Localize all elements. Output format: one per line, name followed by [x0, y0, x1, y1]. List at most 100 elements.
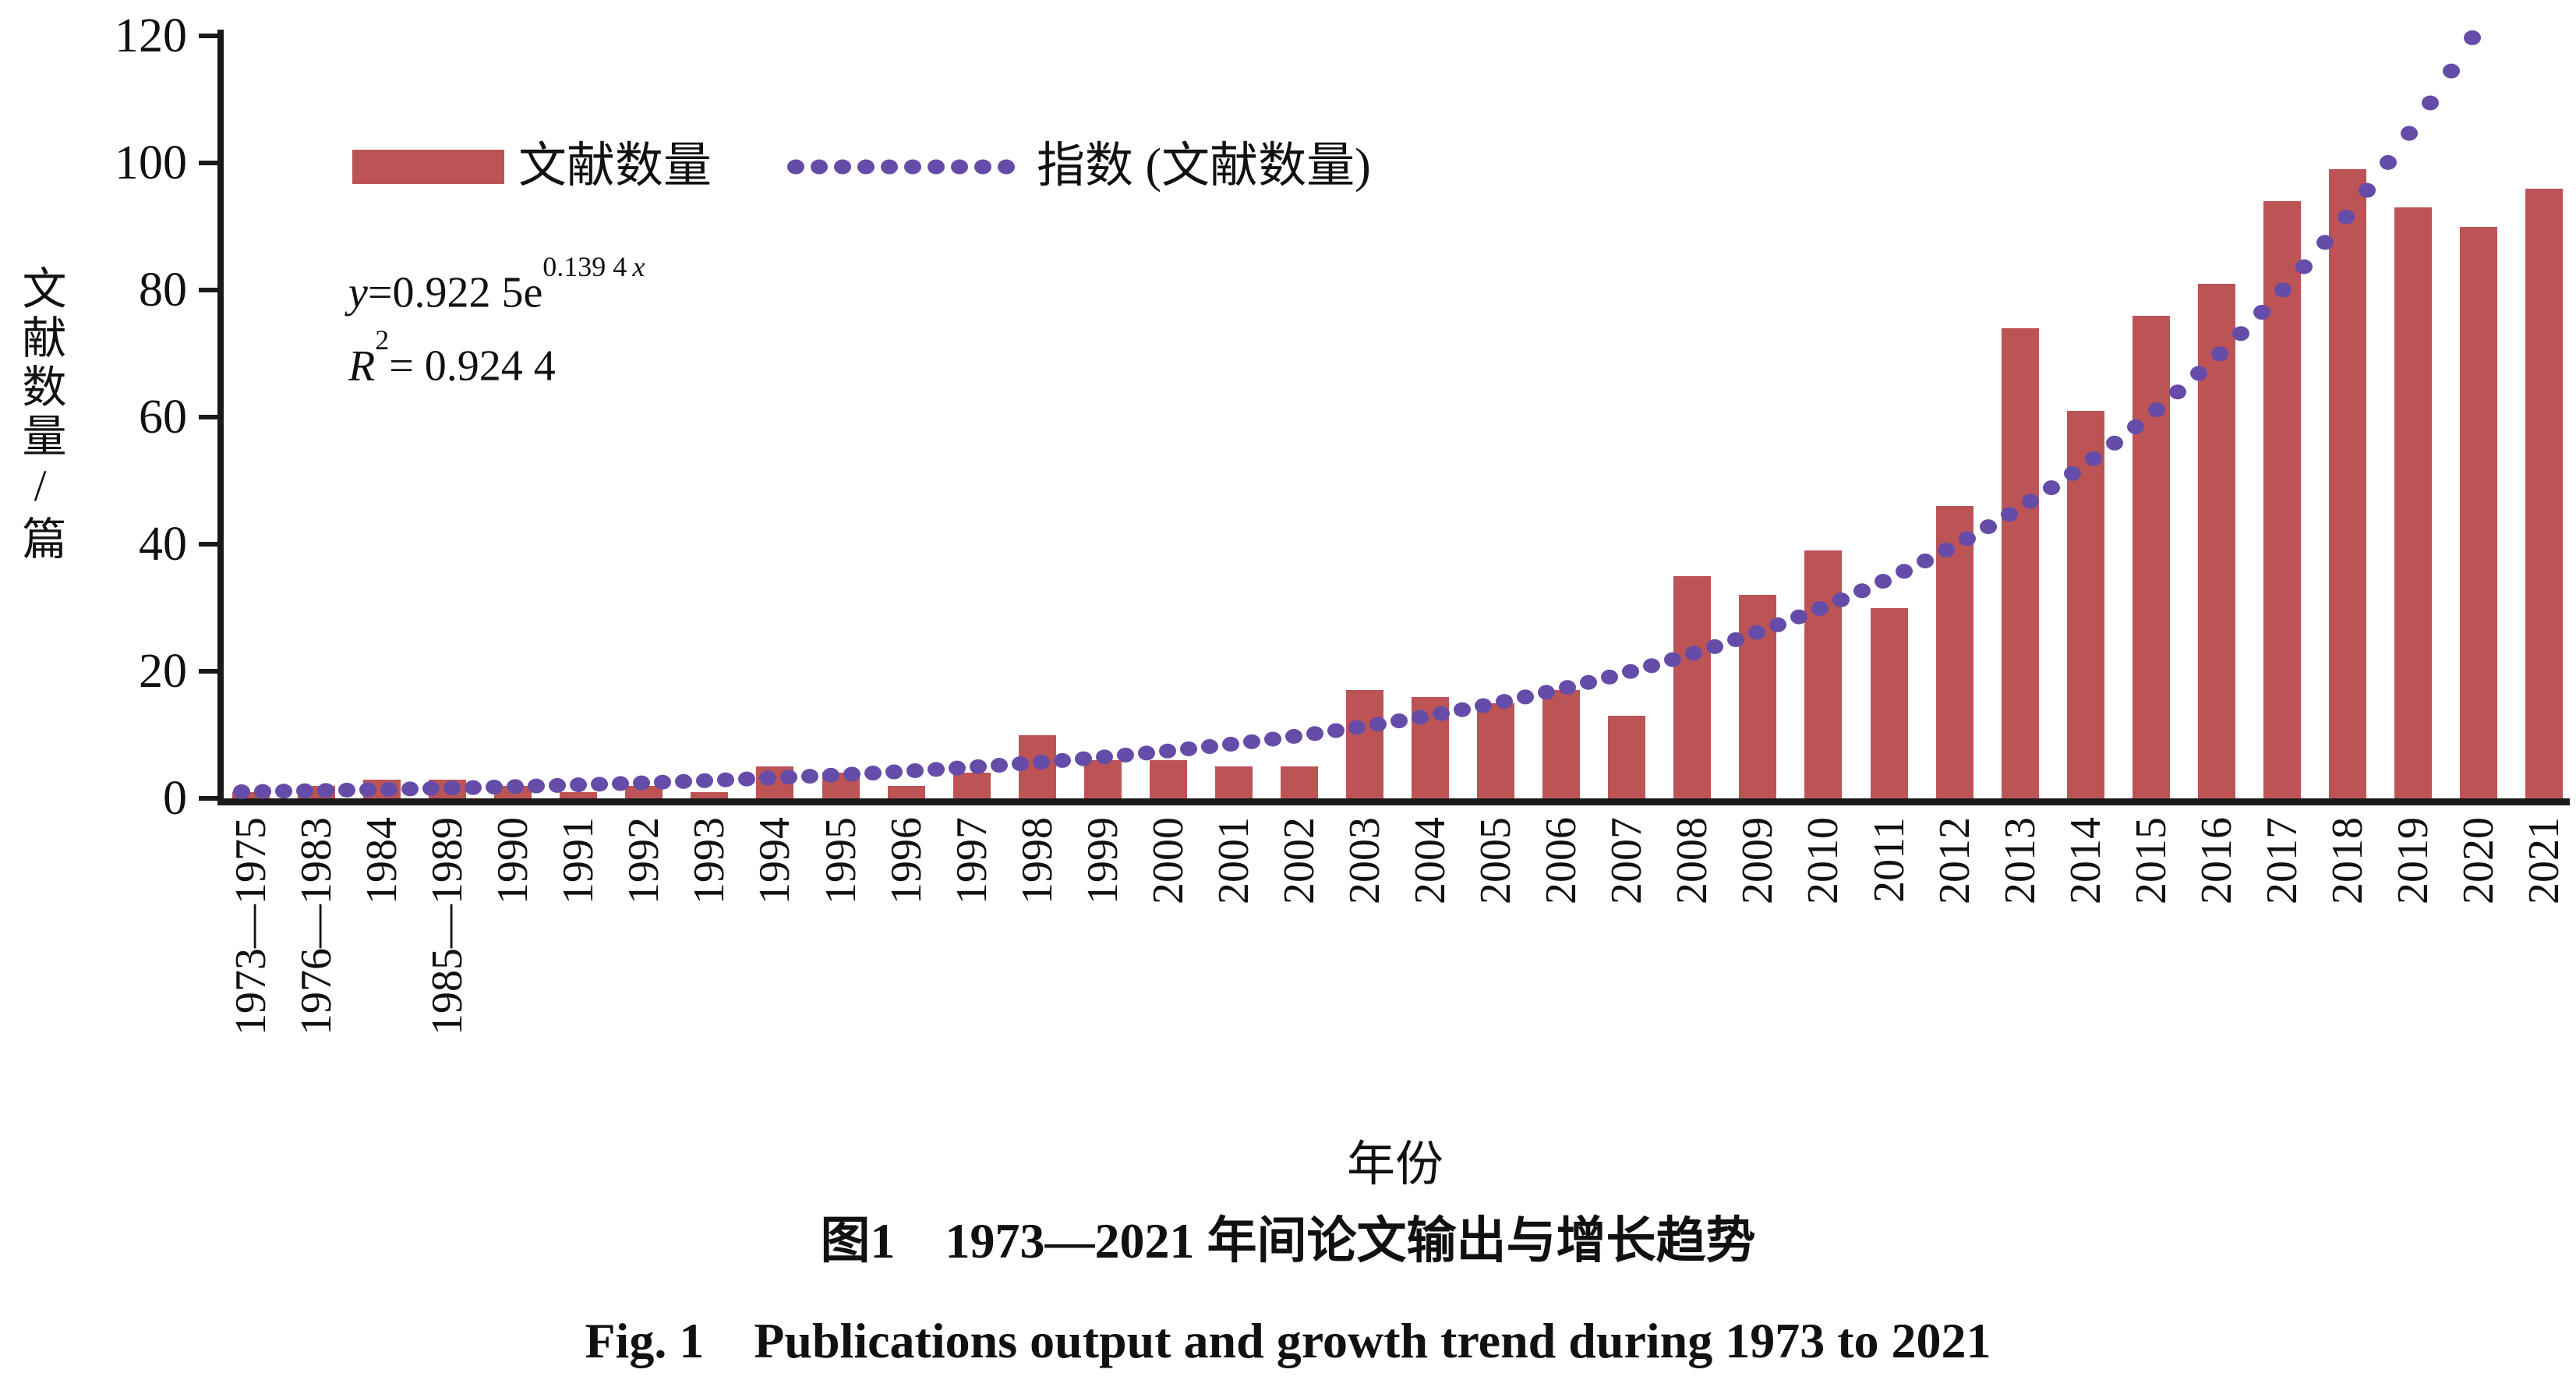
x-tick-label: 2020: [2454, 817, 2504, 904]
y-axis-line: [217, 30, 224, 805]
x-tick-label: 2001: [1209, 817, 1258, 904]
y-tick: [199, 796, 217, 801]
bar-2006: [1542, 690, 1581, 798]
bar-1984: [363, 779, 401, 798]
bar-2003: [1346, 690, 1384, 798]
x-axis-title: 年份: [1346, 1138, 1443, 1191]
x-tick-label: 2006: [1537, 817, 1586, 904]
trend-dot: [1517, 689, 1534, 705]
legend-trend-dot: [951, 159, 968, 175]
x-tick-label: 1999: [1078, 817, 1127, 904]
x-tick-label: 2007: [1602, 817, 1652, 904]
trend-dot: [2380, 154, 2397, 170]
x-tick-label: 2015: [2126, 817, 2175, 904]
legend-trend-dot: [928, 159, 945, 175]
bar-2011: [1870, 607, 1908, 798]
bar-1999: [1083, 760, 1122, 798]
x-tick-label: 2003: [1341, 817, 1390, 904]
x-tick-label: 1985—1989: [423, 817, 472, 1035]
x-tick-label: 1996: [882, 817, 931, 904]
x-tick-label: 2018: [2323, 817, 2372, 904]
trend-dot: [1390, 713, 1408, 729]
x-tick-label: 2021: [2520, 817, 2569, 904]
bar-2005: [1477, 702, 1515, 798]
bar-1997: [952, 773, 991, 798]
y-tick-label: 20: [139, 645, 187, 698]
bar-1994: [756, 766, 794, 798]
y-tick-label: 60: [139, 391, 187, 444]
equation-lhs: y: [348, 268, 368, 317]
x-tick-label: 1991: [554, 817, 603, 904]
bar-2010: [1804, 550, 1843, 798]
trend-dot: [2464, 30, 2481, 45]
x-tick-label: 2010: [1799, 817, 1848, 904]
bar-2015: [2132, 315, 2170, 798]
trend-dot: [2401, 126, 2418, 141]
y-tick: [199, 542, 217, 547]
trend-dot: [1980, 519, 1997, 535]
legend-trend-dot: [787, 159, 804, 175]
trend-dot: [1580, 674, 1597, 690]
legend-bars-label: 文献数量: [518, 140, 712, 193]
legend-trend-dot: [998, 159, 1015, 175]
bar-2018: [2328, 169, 2366, 798]
legend-trend-swatch: [787, 159, 1015, 175]
trend-dot: [717, 772, 734, 787]
trend-dot: [738, 771, 755, 787]
x-tick-label: 2004: [1406, 817, 1455, 904]
trend-dot: [275, 784, 292, 799]
y-tick-label: 80: [139, 264, 187, 317]
trend-dot: [1285, 729, 1302, 745]
x-tick-label: 2012: [1930, 817, 1979, 904]
x-tick-label: 2019: [2388, 817, 2437, 904]
bar-2017: [2263, 200, 2301, 798]
trend-dot: [1243, 734, 1260, 749]
bar-1976—1983: [298, 785, 336, 798]
trend-dot: [338, 782, 355, 798]
bar-2002: [1280, 766, 1318, 798]
trend-dot: [2043, 480, 2060, 496]
equation-base: =0.922 5e: [367, 268, 543, 317]
trend-dot: [928, 762, 945, 777]
bar-2016: [2197, 283, 2235, 798]
caption-english: Fig. 1 Publications output and growth tr…: [585, 1313, 1991, 1368]
bar-2019: [2394, 207, 2432, 798]
y-tick-label: 120: [115, 9, 187, 62]
trend-dot: [1454, 702, 1471, 717]
trend-dot: [991, 758, 1008, 773]
trend-dot: [1917, 553, 1934, 568]
bar-1985—1989: [429, 779, 467, 798]
bar-2001: [1214, 766, 1253, 798]
y-axis-title: 文献数量/篇: [16, 265, 65, 564]
trend-dot: [1622, 663, 1639, 679]
trend-dot: [1222, 737, 1239, 752]
x-tick-label: 2002: [1274, 817, 1323, 904]
trend-dot: [1264, 731, 1281, 747]
x-tick-label: 2014: [2061, 817, 2110, 904]
equation-exponent: 0.139 4 x: [542, 251, 645, 283]
x-tick-label: 1993: [685, 817, 734, 904]
trendline-equation: y=0.922 5e0.139 4 x: [348, 251, 645, 318]
trend-dot: [1180, 741, 1197, 756]
x-tick-label: 2011: [1864, 817, 1913, 903]
trend-dot: [696, 773, 713, 788]
trend-dot: [465, 780, 482, 795]
bar-2020: [2460, 226, 2498, 798]
x-tick-label: 1995: [816, 817, 865, 904]
legend-trend-dot: [857, 159, 875, 175]
x-tick-label: 2008: [1668, 817, 1717, 904]
trend-dot: [401, 781, 419, 797]
trend-dot: [1159, 743, 1176, 759]
bar-2012: [1935, 506, 1974, 798]
y-tick: [199, 288, 217, 292]
y-tick: [199, 34, 217, 38]
trend-dot: [801, 769, 818, 784]
trend-dot: [675, 773, 692, 789]
trend-dot: [1201, 739, 1218, 755]
legend-trend-dot: [811, 159, 828, 175]
y-tick: [199, 669, 217, 674]
trend-dot: [2443, 63, 2460, 79]
x-tick-label: 2009: [1733, 817, 1783, 904]
x-tick-label: 2017: [2257, 817, 2306, 904]
